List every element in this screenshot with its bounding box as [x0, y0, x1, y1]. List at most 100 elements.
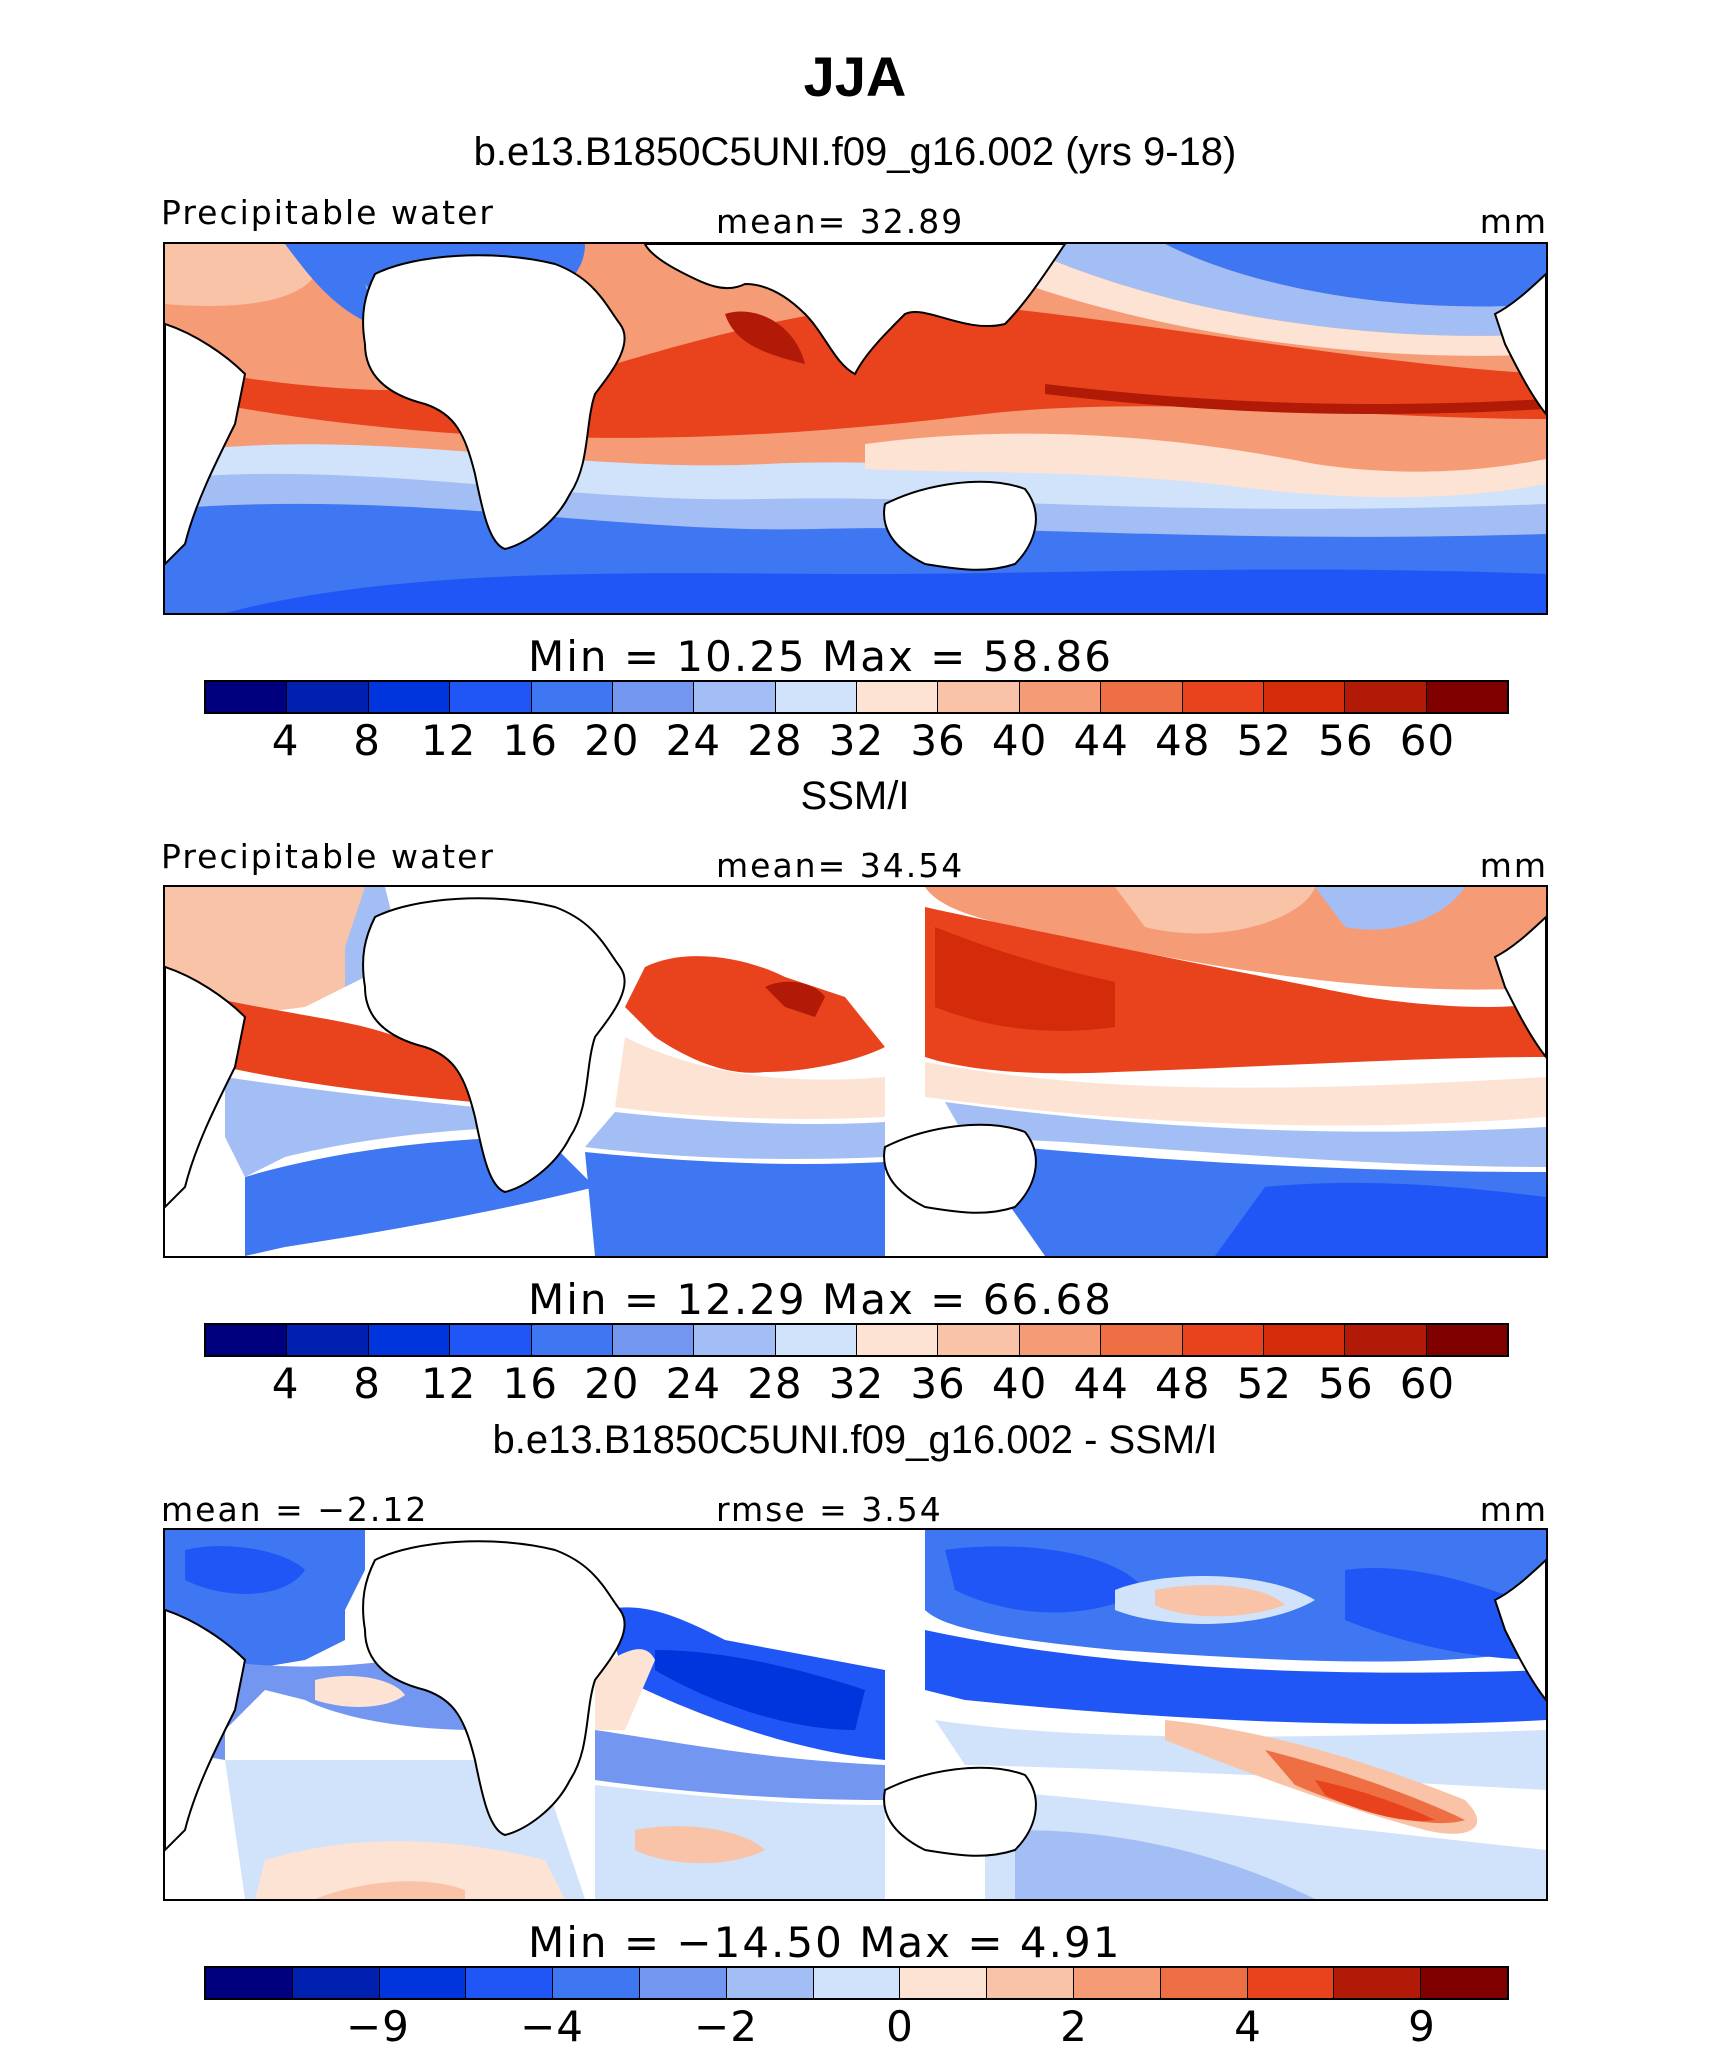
colorbar-swatch: [1263, 682, 1346, 712]
colorbar-swatch: [987, 1968, 1074, 1998]
colorbar-swatch: [292, 1968, 380, 1998]
colorbar-tick: 28: [747, 716, 803, 765]
colorbar-swatch: [1019, 682, 1102, 712]
panel-3-colorbar: [204, 1966, 1509, 2000]
colorbar-swatch: [694, 682, 776, 712]
colorbar-swatch: [639, 1968, 727, 1998]
panel-2-mean-label: mean= 34.54: [716, 846, 965, 885]
colorbar-swatch: [1182, 1325, 1264, 1355]
colorbar-tick: 4: [271, 1359, 300, 1408]
colorbar-swatch: [1101, 1325, 1183, 1355]
colorbar-swatch: [1426, 1325, 1507, 1355]
panel-1-mean-label: mean= 32.89: [716, 202, 965, 241]
panel-1-minmax: Min = 10.25 Max = 58.86: [528, 632, 1113, 681]
colorbar-tick: −2: [694, 2002, 758, 2051]
panel-1-title: b.e13.B1850C5UNI.f09_g16.002 (yrs 9-18): [473, 130, 1237, 174]
panel-3-units: mm: [1479, 1490, 1548, 1529]
panel-1-units: mm: [1479, 202, 1548, 241]
panel-3-minmax: Min = −14.50 Max = 4.91: [528, 1918, 1122, 1967]
colorbar-swatch: [1345, 1325, 1427, 1355]
colorbar-tick: 36: [910, 1359, 966, 1408]
colorbar-swatch: [938, 682, 1020, 712]
colorbar-tick: 32: [828, 716, 885, 765]
colorbar-tick: 2: [1060, 2002, 1088, 2051]
colorbar-tick: 24: [665, 716, 722, 765]
colorbar-tick: 28: [747, 1359, 803, 1408]
figure-title: JJA: [803, 45, 907, 108]
colorbar-tick: 40: [991, 1359, 1048, 1408]
panel-2-colorbar: [204, 1323, 1509, 1357]
colorbar-swatch: [466, 1968, 554, 1998]
colorbar-tick: 0: [886, 2002, 914, 2051]
colorbar-tick: 32: [828, 1359, 885, 1408]
colorbar-swatch: [553, 1968, 640, 1998]
colorbar-tick: 56: [1318, 716, 1374, 765]
colorbar-tick: 48: [1155, 1359, 1211, 1408]
panel-2-colorbar-ticks: 4 8 12 16 20 24 28 32 36 40 44 48 52 56 …: [204, 1359, 1509, 1409]
colorbar-tick: 4: [1234, 2002, 1262, 2051]
colorbar-tick: 8: [353, 1359, 381, 1408]
colorbar-swatch: [857, 682, 939, 712]
colorbar-swatch: [775, 1325, 857, 1355]
panel-1-colorbar-ticks: 4 8 12 16 20 24 28 32 36 40 44 48 52 56 …: [204, 716, 1509, 766]
panel-2-units: mm: [1479, 846, 1548, 885]
colorbar-tick: 44: [1073, 1359, 1129, 1408]
colorbar-swatch: [1101, 682, 1183, 712]
panel-3-mean-label: mean = −2.12: [161, 1490, 429, 1529]
colorbar-tick: 36: [910, 716, 966, 765]
panel-1-map: [163, 242, 1548, 615]
colorbar-swatch: [206, 682, 288, 712]
colorbar-swatch: [694, 1325, 776, 1355]
colorbar-tick: 44: [1073, 716, 1129, 765]
colorbar-swatch: [938, 1325, 1020, 1355]
panel-1-colorbar: [204, 680, 1509, 714]
colorbar-swatch: [1073, 1968, 1161, 1998]
colorbar-swatch: [1345, 682, 1427, 712]
colorbar-swatch: [368, 1325, 451, 1355]
colorbar-tick: 8: [353, 716, 381, 765]
colorbar-swatch: [1426, 682, 1507, 712]
colorbar-tick: 56: [1318, 1359, 1374, 1408]
colorbar-tick: 40: [991, 716, 1048, 765]
colorbar-swatch: [368, 682, 451, 712]
colorbar-swatch: [450, 1325, 532, 1355]
colorbar-swatch: [206, 1325, 288, 1355]
colorbar-swatch: [1160, 1968, 1248, 1998]
colorbar-swatch: [1182, 682, 1264, 712]
colorbar-swatch: [379, 1968, 467, 1998]
colorbar-swatch: [531, 682, 613, 712]
colorbar-tick: 12: [420, 1359, 477, 1408]
colorbar-tick: −9: [345, 2002, 410, 2051]
colorbar-swatch: [1247, 1968, 1335, 1998]
colorbar-swatch: [1421, 1968, 1507, 1998]
colorbar-swatch: [1019, 1325, 1102, 1355]
panel-2-title: SSM/I: [800, 774, 910, 818]
colorbar-swatch: [1263, 1325, 1346, 1355]
panel-3-map: [163, 1528, 1548, 1901]
colorbar-tick: 16: [502, 1359, 558, 1408]
colorbar-swatch: [775, 682, 857, 712]
colorbar-tick: 60: [1399, 1359, 1456, 1408]
panel-3-rmse-label: rmse = 3.54: [716, 1490, 943, 1529]
panel-3-colorbar-ticks: −9 −4 −2 0 2 4 9: [204, 2002, 1509, 2052]
colorbar-tick: 16: [502, 716, 558, 765]
colorbar-swatch: [900, 1968, 988, 1998]
colorbar-tick: 52: [1236, 716, 1293, 765]
colorbar-tick: 24: [665, 1359, 722, 1408]
colorbar-swatch: [612, 682, 695, 712]
colorbar-swatch: [450, 682, 532, 712]
colorbar-tick: 48: [1155, 716, 1211, 765]
colorbar-swatch: [857, 1325, 939, 1355]
colorbar-tick: 9: [1408, 2002, 1436, 2051]
panel-2-map: [163, 885, 1548, 1258]
colorbar-tick: 12: [420, 716, 477, 765]
panel-2-minmax: Min = 12.29 Max = 66.68: [528, 1275, 1113, 1324]
colorbar-swatch: [813, 1968, 901, 1998]
colorbar-swatch: [531, 1325, 613, 1355]
colorbar-tick: 20: [584, 716, 640, 765]
colorbar-tick: 20: [584, 1359, 640, 1408]
colorbar-tick: 60: [1399, 716, 1456, 765]
colorbar-swatch: [1334, 1968, 1422, 1998]
panel-1-variable-label: Precipitable water: [161, 193, 495, 232]
colorbar-swatch: [287, 682, 369, 712]
